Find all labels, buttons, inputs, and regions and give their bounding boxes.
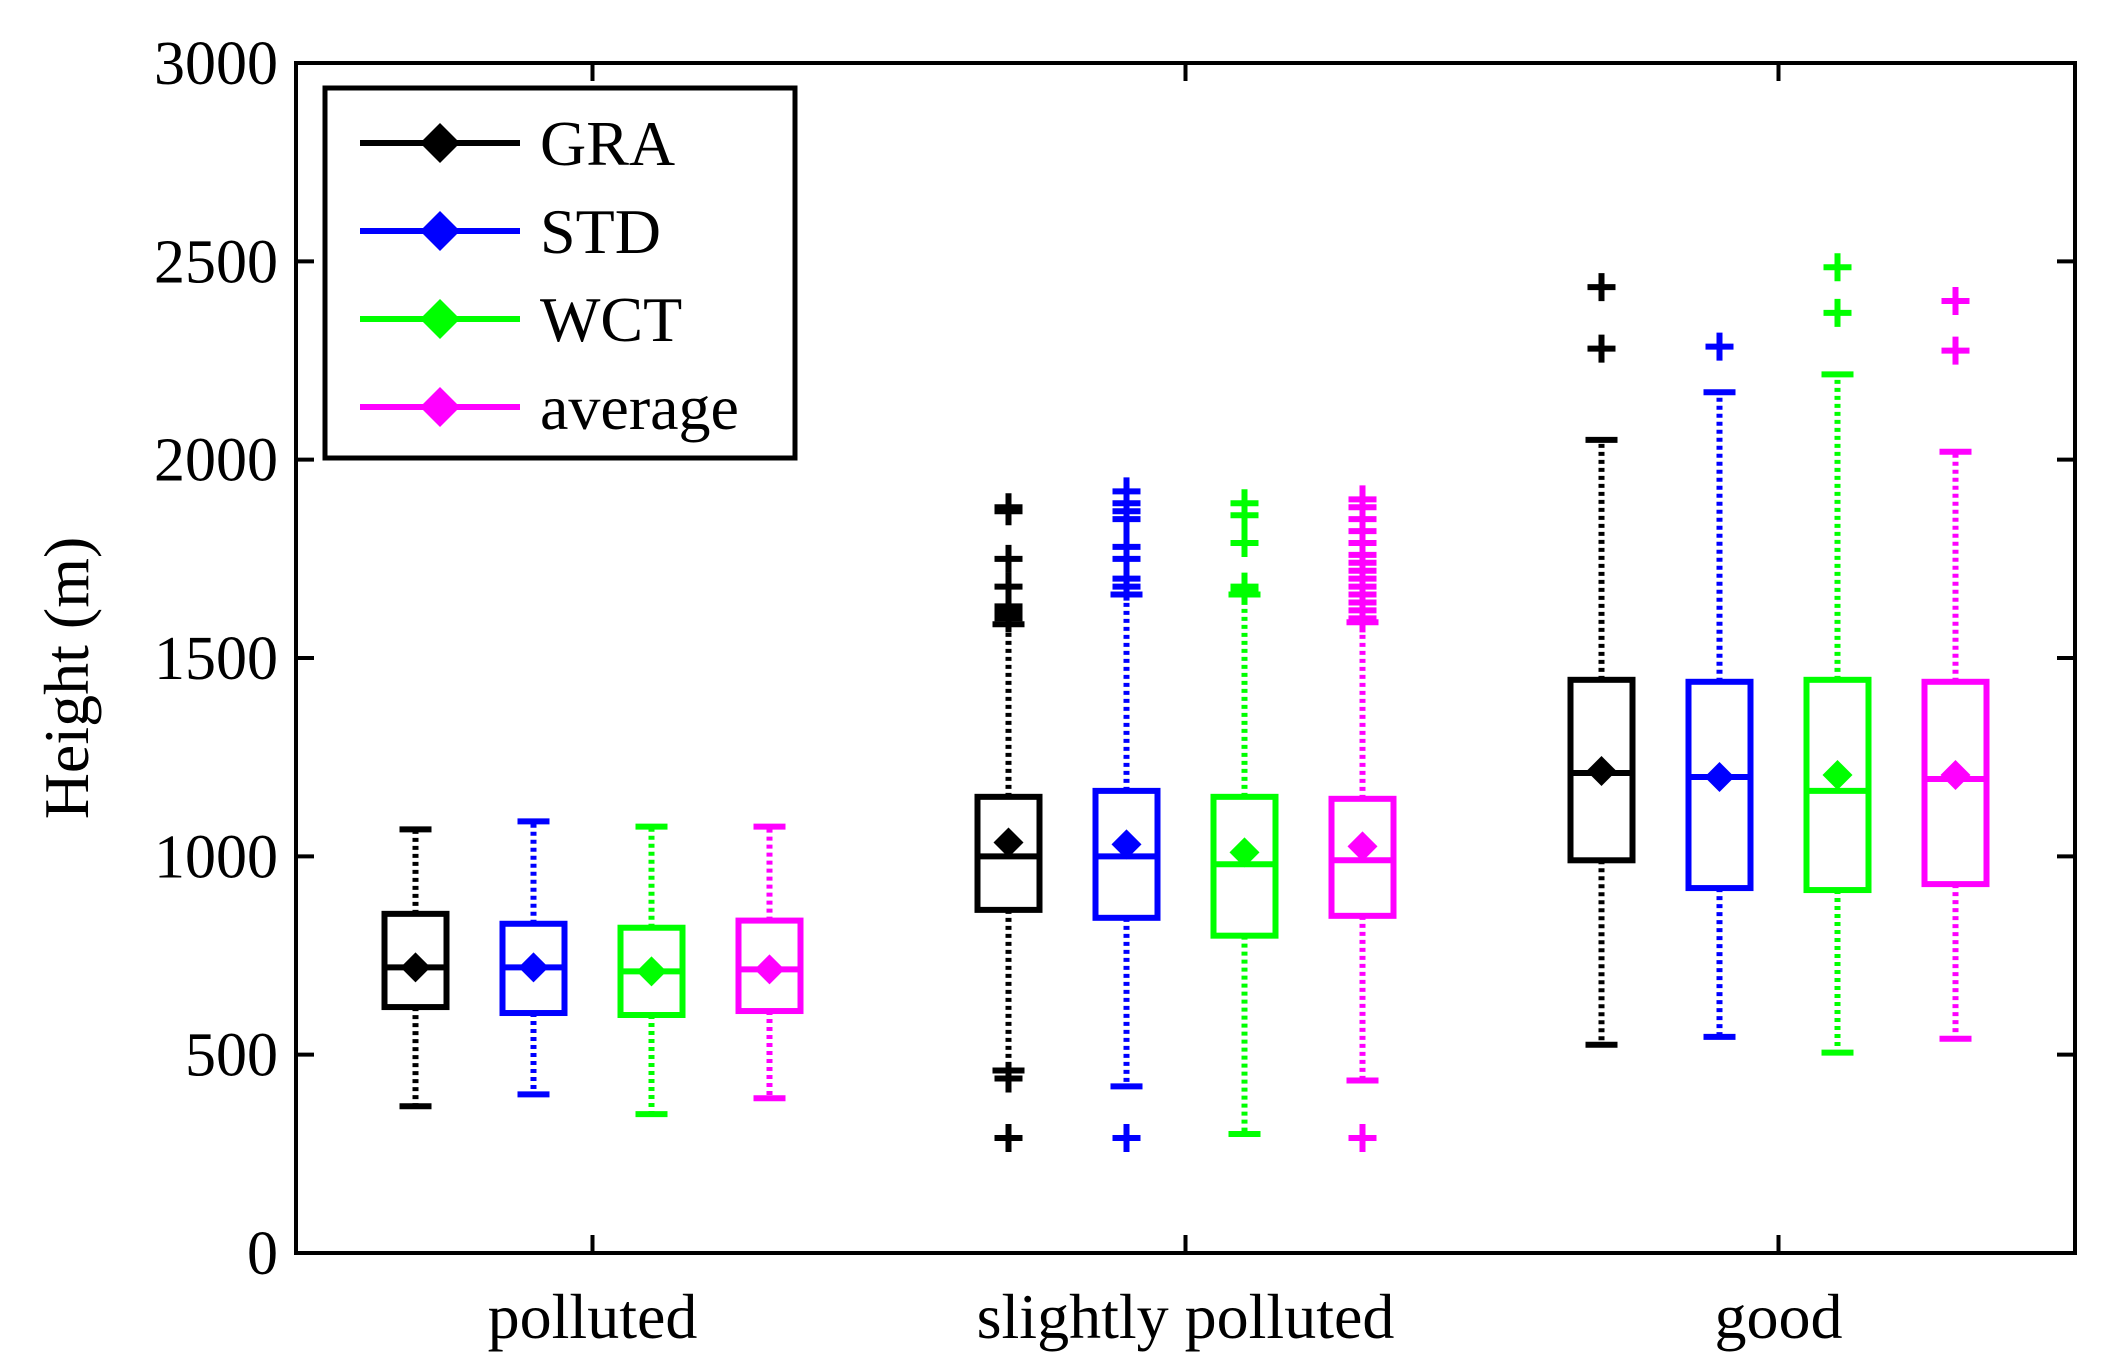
y-tick-label: 2500 [154,228,278,296]
mean-marker [1586,756,1617,787]
mean-marker [1229,837,1260,868]
x-category-label: good [1715,1281,1843,1352]
box-STD-good [1685,332,1754,1040]
mean-marker [754,954,785,985]
mean-marker [1111,829,1142,860]
box-average-polluted [735,823,804,1102]
mean-marker [1704,762,1735,792]
mean-marker [1940,760,1971,791]
mean-marker [1822,760,1853,791]
y-tick-label: 1500 [154,625,278,693]
outlier-point [994,493,1023,522]
box-GRA-slightly-polluted [974,493,1043,1152]
y-tick-label: 3000 [154,30,278,98]
mean-marker [636,956,667,987]
mean-marker [1347,831,1378,862]
outlier-point [1941,336,1970,365]
legend-label: STD [540,196,661,267]
iqr-box [735,917,804,1015]
iqr-box [1921,678,1990,888]
box-WCT-slightly-polluted [1210,489,1279,1137]
y-axis-title: Height (m) [31,537,102,820]
outlier-point [994,544,1023,573]
legend-label: WCT [540,284,682,355]
outlier-point [994,1064,1023,1093]
legend-diamond-icon [420,387,460,427]
outlier-point [1348,1123,1377,1152]
outlier-point [1112,1123,1141,1152]
outlier-point [1941,287,1970,315]
y-tick-label: 500 [185,1022,278,1090]
x-category-label: polluted [488,1281,698,1352]
mean-marker [518,952,549,983]
box-GRA-good [1567,273,1636,1048]
legend-diamond-icon [420,299,460,339]
mean-marker [400,952,431,983]
outlier-point [1112,477,1141,506]
outlier-point [1705,332,1734,361]
outlier-point [1112,532,1141,561]
legend: GRA STD WCT average [322,85,798,461]
legend-box [322,85,798,461]
box-STD-slightly-polluted [1092,477,1161,1152]
iqr-box [381,910,450,1011]
mean-marker [993,827,1024,858]
outlier-point [994,1123,1023,1152]
outlier-point [1587,273,1616,302]
box-average-good [1921,287,1990,1042]
legend-label: average [540,372,739,443]
legend-entry-average: average [360,372,739,443]
outlier-point [1823,298,1852,327]
box-average-slightly-polluted [1328,485,1397,1152]
outlier-point [994,572,1023,601]
y-tick-label: 1000 [154,823,278,891]
outlier-point [1230,528,1259,557]
outlier-point [1348,485,1377,514]
outlier-point [1587,334,1616,363]
box-WCT-good [1803,253,1872,1056]
legend-diamond-icon [420,123,460,163]
y-tick-label: 2000 [154,427,278,495]
y-tick-label: 0 [247,1220,278,1288]
iqr-box [1685,678,1754,892]
outlier-point [1823,253,1852,282]
plot-area [381,253,1990,1152]
outlier-point [1230,572,1259,601]
box-STD-polluted [499,818,568,1098]
legend-entry-STD: STD [360,196,661,267]
legend-diamond-icon [420,211,460,251]
outlier-point [1230,489,1259,518]
iqr-box [1803,676,1872,894]
legend-entry-WCT: WCT [360,284,682,355]
box-GRA-polluted [381,826,450,1110]
axes: 0 500 1000 1500 2000 2500 3000 polluted slightly… [31,30,2077,1352]
box-WCT-polluted [617,823,686,1118]
legend-entry-GRA: GRA [360,108,675,179]
x-category-label: slightly polluted [977,1281,1395,1352]
legend-label: GRA [540,108,675,179]
